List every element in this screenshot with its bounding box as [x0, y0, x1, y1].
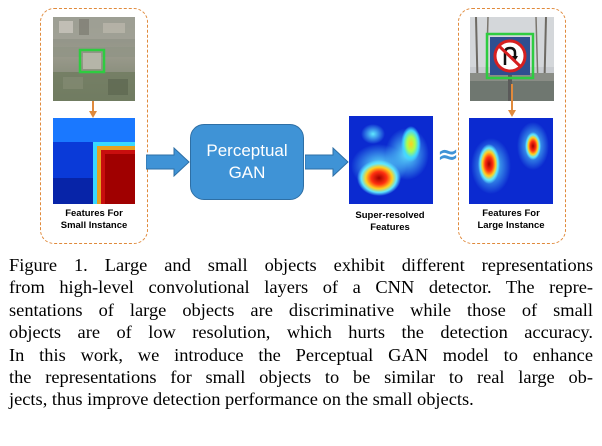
arrow-from-gan	[305, 147, 349, 177]
large-instance-heatmap	[469, 118, 553, 204]
orange-arrow-left	[89, 101, 97, 118]
large-instance-label-line2: Large Instance	[477, 220, 545, 231]
small-instance-label-line1: Features For	[65, 208, 123, 219]
super-resolved-label: Super-resolved Features	[340, 210, 440, 234]
arrow-to-gan	[146, 147, 190, 177]
approx-symbol: ≈	[437, 140, 459, 170]
large-instance-label: Features For Large Instance	[461, 208, 561, 232]
caption-line: sentations of large objects are discrimi…	[9, 299, 593, 320]
large-instance-photo	[470, 17, 554, 101]
super-resolved-label-line2: Features	[370, 222, 410, 233]
small-instance-label-line2: Small Instance	[60, 220, 128, 231]
caption-line: the representations for small objects to…	[9, 367, 593, 388]
super-resolved-label-line1: Super-resolved	[355, 210, 425, 221]
orange-arrow-right	[508, 84, 516, 117]
large-instance-label-line1: Features For	[482, 208, 540, 219]
caption-line: objects are of low resolution, which hur…	[9, 322, 593, 343]
small-instance-heatmap	[53, 118, 135, 204]
figure-caption: Figure 1. Large and small objects exhibi…	[9, 254, 593, 411]
caption-line: Figure 1. Large and small objects exhibi…	[9, 255, 593, 275]
perceptual-gan-box: Perceptual GAN	[190, 124, 304, 200]
super-resolved-heatmap	[349, 116, 433, 204]
gan-label-line1: Perceptual	[206, 141, 288, 160]
gan-label-line2: GAN	[228, 163, 266, 182]
small-instance-group	[40, 8, 148, 244]
caption-line: jects, thus improve detection performanc…	[9, 389, 474, 410]
small-instance-photo	[53, 17, 135, 101]
caption-line: In this work, we introduce the Perceptua…	[9, 344, 593, 365]
small-instance-label: Features For Small Instance	[44, 208, 144, 232]
figure-diagram: Features For Small Instance Perceptual G…	[40, 8, 566, 244]
large-instance-group	[458, 8, 566, 244]
caption-line: from high-level convolutional layers of …	[9, 277, 593, 298]
